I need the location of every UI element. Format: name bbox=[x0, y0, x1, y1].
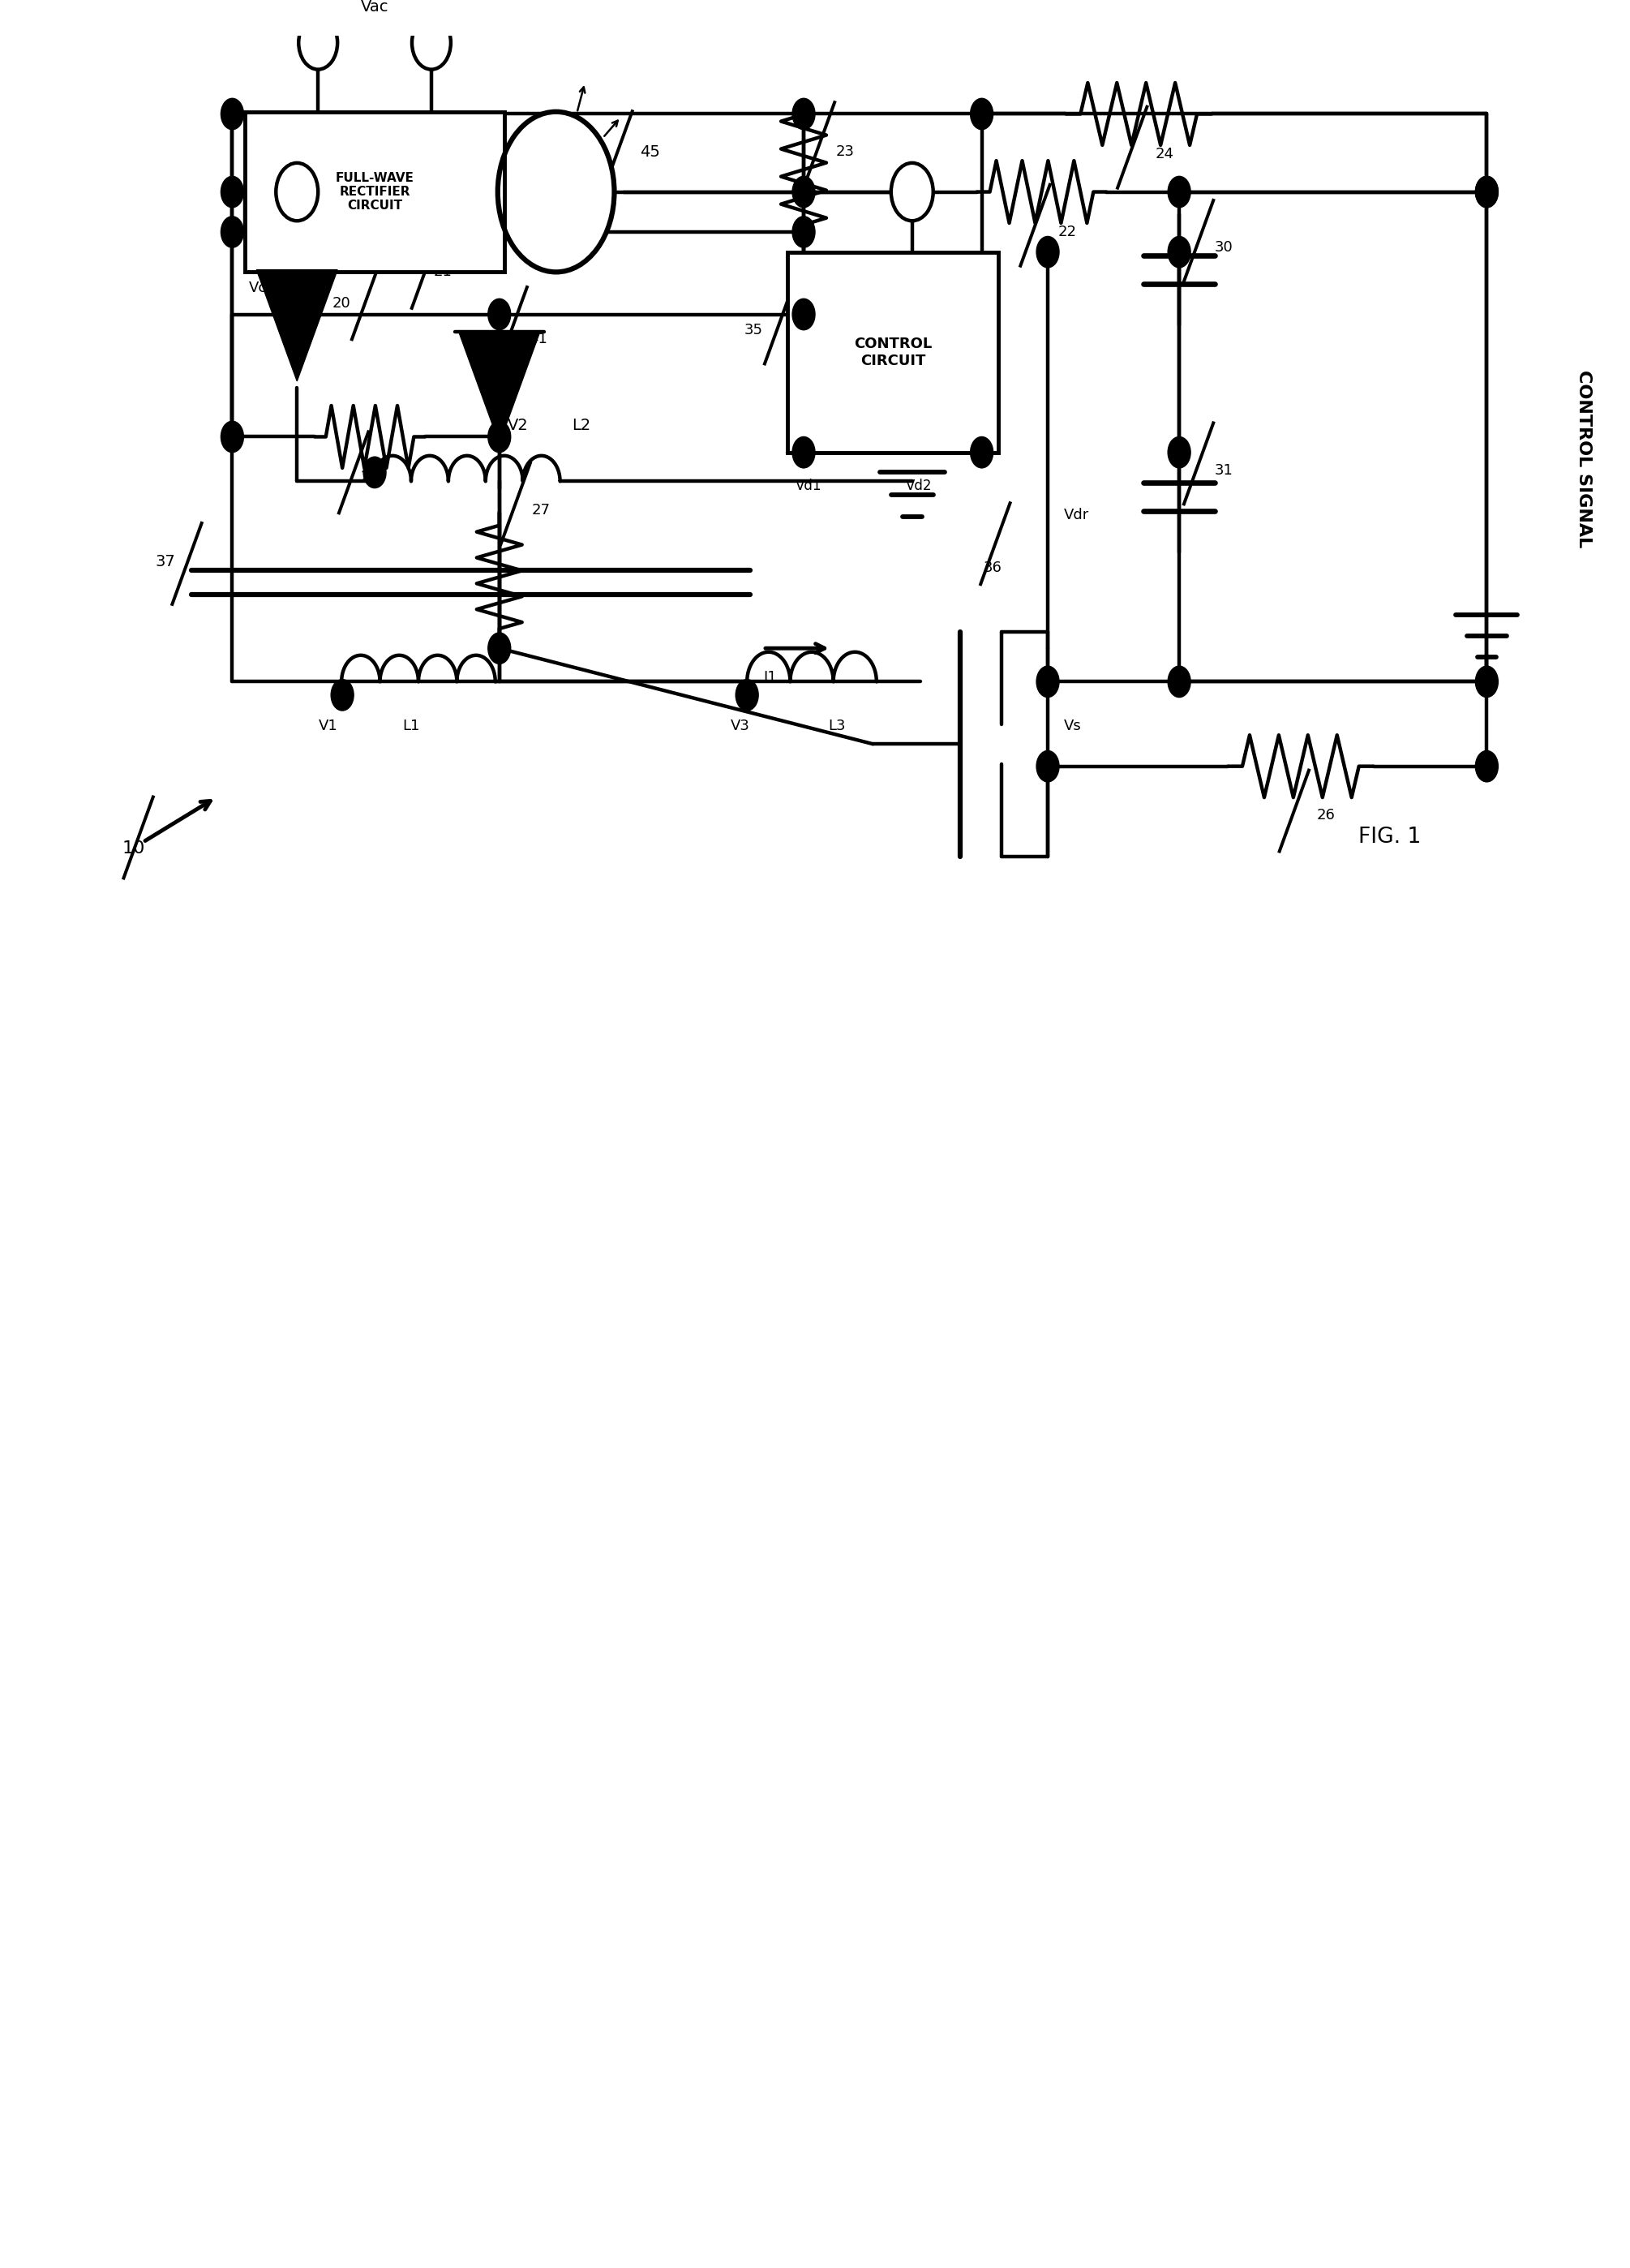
Text: 23: 23 bbox=[836, 145, 854, 159]
Text: V2: V2 bbox=[507, 417, 528, 433]
Text: 40: 40 bbox=[244, 211, 264, 227]
Circle shape bbox=[497, 111, 615, 272]
Text: 24: 24 bbox=[1156, 147, 1174, 161]
Text: 36: 36 bbox=[983, 560, 1002, 576]
Text: Vs: Vs bbox=[1064, 719, 1082, 733]
Text: L3: L3 bbox=[828, 719, 846, 733]
Text: CONTROL SIGNAL: CONTROL SIGNAL bbox=[1576, 370, 1593, 549]
Circle shape bbox=[792, 177, 815, 206]
Text: Vr: Vr bbox=[248, 150, 266, 166]
Circle shape bbox=[487, 299, 510, 329]
Text: 26: 26 bbox=[1317, 807, 1335, 823]
Circle shape bbox=[970, 438, 993, 467]
Circle shape bbox=[792, 98, 815, 129]
Circle shape bbox=[1167, 236, 1190, 268]
Bar bbox=[787, 252, 998, 451]
Text: L1: L1 bbox=[403, 719, 419, 733]
Circle shape bbox=[275, 163, 318, 220]
Circle shape bbox=[1167, 438, 1190, 467]
Text: 20: 20 bbox=[333, 295, 350, 311]
Bar bbox=[244, 111, 504, 272]
Text: Vd1: Vd1 bbox=[795, 479, 822, 492]
Text: V3: V3 bbox=[730, 719, 750, 733]
Text: FULL-WAVE
RECTIFIER
CIRCUIT: FULL-WAVE RECTIFIER CIRCUIT bbox=[336, 172, 414, 213]
Text: CONTROL
CIRCUIT: CONTROL CIRCUIT bbox=[854, 336, 932, 367]
Text: 35: 35 bbox=[745, 322, 763, 338]
Circle shape bbox=[363, 456, 386, 488]
Circle shape bbox=[487, 422, 510, 451]
Polygon shape bbox=[460, 331, 540, 445]
Text: 41: 41 bbox=[528, 331, 548, 347]
Circle shape bbox=[222, 422, 243, 451]
Circle shape bbox=[1475, 177, 1498, 206]
Circle shape bbox=[487, 633, 510, 665]
Text: 21: 21 bbox=[434, 265, 452, 279]
Text: 37: 37 bbox=[155, 553, 176, 569]
Circle shape bbox=[222, 177, 243, 206]
Circle shape bbox=[1037, 751, 1060, 782]
Text: 10: 10 bbox=[122, 841, 145, 857]
Circle shape bbox=[1475, 751, 1498, 782]
Text: Vout: Vout bbox=[253, 154, 289, 170]
Circle shape bbox=[792, 215, 815, 247]
Text: 30: 30 bbox=[1214, 240, 1234, 254]
Circle shape bbox=[1037, 667, 1060, 696]
Circle shape bbox=[412, 16, 452, 70]
Text: Vc: Vc bbox=[248, 281, 266, 295]
Circle shape bbox=[222, 98, 243, 129]
Circle shape bbox=[1475, 667, 1498, 696]
Text: 27: 27 bbox=[531, 503, 551, 517]
Text: Vac: Vac bbox=[360, 0, 388, 16]
Circle shape bbox=[1475, 177, 1498, 206]
Text: FIG. 1: FIG. 1 bbox=[1358, 828, 1421, 848]
Circle shape bbox=[735, 680, 758, 710]
Circle shape bbox=[222, 215, 243, 247]
Circle shape bbox=[792, 438, 815, 467]
Circle shape bbox=[1167, 667, 1190, 696]
Text: 22: 22 bbox=[1058, 225, 1076, 238]
Text: L2: L2 bbox=[572, 417, 592, 433]
Text: Vd2: Vd2 bbox=[906, 479, 932, 492]
Circle shape bbox=[1167, 177, 1190, 206]
Text: 25: 25 bbox=[360, 469, 380, 483]
Circle shape bbox=[970, 98, 993, 129]
Text: I1: I1 bbox=[763, 669, 776, 685]
Text: Vdr: Vdr bbox=[1064, 508, 1089, 522]
Circle shape bbox=[792, 299, 815, 329]
Circle shape bbox=[1037, 236, 1060, 268]
Circle shape bbox=[331, 680, 354, 710]
Polygon shape bbox=[256, 270, 337, 381]
Circle shape bbox=[892, 163, 932, 220]
Circle shape bbox=[298, 16, 337, 70]
Text: 31: 31 bbox=[1214, 463, 1234, 479]
Text: 45: 45 bbox=[641, 145, 660, 159]
Text: V1: V1 bbox=[318, 719, 337, 733]
